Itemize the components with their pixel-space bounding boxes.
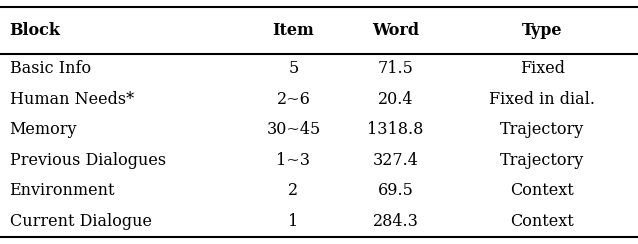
Text: Type: Type	[522, 22, 563, 39]
Text: 1318.8: 1318.8	[367, 122, 424, 138]
Text: Current Dialogue: Current Dialogue	[10, 213, 152, 230]
Text: 1: 1	[288, 213, 299, 230]
Text: 20.4: 20.4	[378, 91, 413, 108]
Text: 2~6: 2~6	[276, 91, 311, 108]
Text: Environment: Environment	[10, 183, 115, 199]
Text: 69.5: 69.5	[378, 183, 413, 199]
Text: 5: 5	[288, 61, 299, 77]
Text: Memory: Memory	[10, 122, 77, 138]
Text: Trajectory: Trajectory	[500, 122, 584, 138]
Text: 1~3: 1~3	[276, 152, 311, 169]
Text: 2: 2	[288, 183, 299, 199]
Text: 30~45: 30~45	[266, 122, 321, 138]
Text: Block: Block	[10, 22, 61, 39]
Text: Human Needs*: Human Needs*	[10, 91, 134, 108]
Text: Word: Word	[372, 22, 419, 39]
Text: Item: Item	[272, 22, 315, 39]
Text: 327.4: 327.4	[373, 152, 419, 169]
Text: Fixed in dial.: Fixed in dial.	[489, 91, 595, 108]
Text: Context: Context	[510, 213, 574, 230]
Text: Fixed: Fixed	[520, 61, 565, 77]
Text: Basic Info: Basic Info	[10, 61, 91, 77]
Text: Previous Dialogues: Previous Dialogues	[10, 152, 166, 169]
Text: Context: Context	[510, 183, 574, 199]
Text: 284.3: 284.3	[373, 213, 419, 230]
Text: Trajectory: Trajectory	[500, 152, 584, 169]
Text: 71.5: 71.5	[378, 61, 413, 77]
